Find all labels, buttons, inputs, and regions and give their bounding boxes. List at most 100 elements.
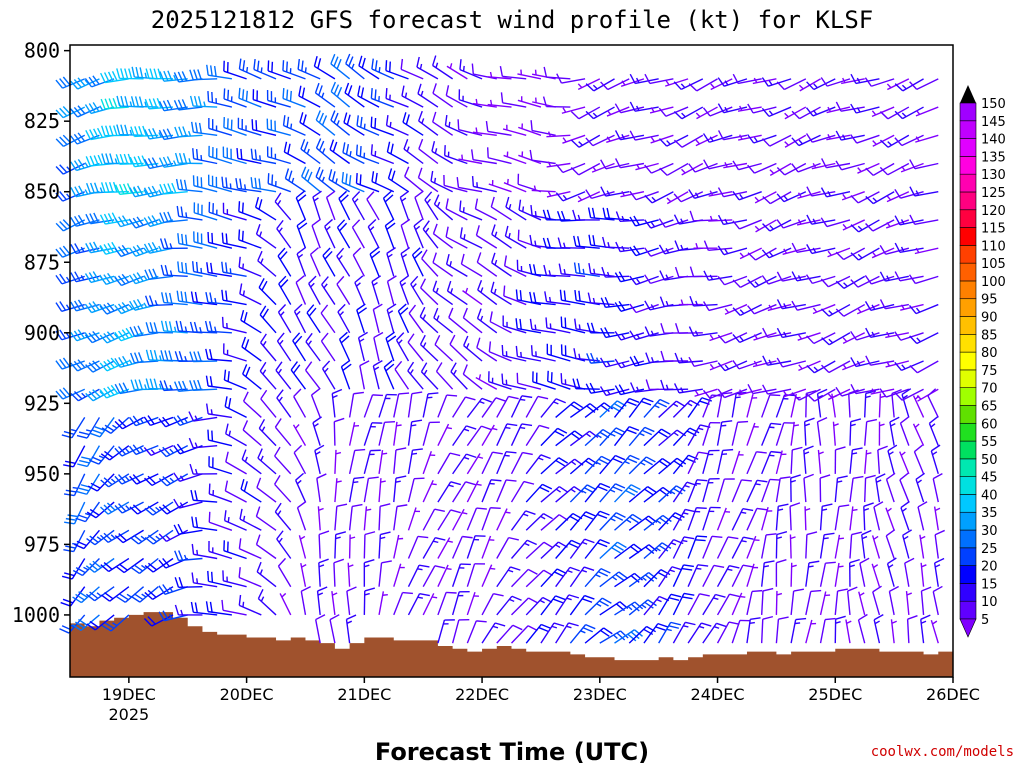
wind-barb <box>144 501 174 516</box>
wind-barb <box>437 481 461 503</box>
wind-barb <box>510 451 533 475</box>
wind-barb <box>889 416 900 446</box>
wind-barb <box>587 207 615 221</box>
wind-barb <box>885 529 896 559</box>
wind-barb <box>555 594 580 616</box>
legend-label: 145 <box>981 115 1006 130</box>
legend-label: 95 <box>981 293 998 308</box>
wind-barb <box>871 106 895 118</box>
wind-barb <box>393 563 405 587</box>
wind-barb <box>555 401 584 418</box>
wind-barb <box>510 568 538 588</box>
wind-barb <box>348 503 363 531</box>
wind-barb <box>790 446 803 474</box>
wind-barb <box>305 332 321 362</box>
wind-barb <box>842 360 865 371</box>
wind-barb <box>834 562 844 587</box>
wind-barb <box>834 504 850 531</box>
wind-barb <box>241 336 262 362</box>
wind-barb <box>433 307 454 334</box>
wind-barb <box>529 234 556 249</box>
wind-barb <box>841 77 865 85</box>
wind-barb <box>658 485 686 503</box>
wind-barb <box>644 191 674 204</box>
wind-barb <box>569 594 595 616</box>
wind-barb <box>746 563 759 587</box>
wind-barb <box>173 523 203 535</box>
legend-label: 5 <box>981 613 989 628</box>
wind-barb <box>613 454 640 475</box>
wind-barb <box>614 358 645 369</box>
wind-barb <box>432 223 454 249</box>
wind-barb <box>242 364 262 390</box>
wind-barb <box>716 593 740 616</box>
wind-barb <box>145 378 174 390</box>
wind-barb <box>628 456 656 475</box>
wind-barb <box>629 130 659 141</box>
wind-barb <box>266 146 291 165</box>
wind-barb <box>207 174 233 193</box>
wind-barb <box>826 133 851 141</box>
wind-barb <box>835 101 865 112</box>
wind-barb <box>407 477 425 503</box>
wind-barb <box>500 92 527 108</box>
wind-barb <box>255 506 277 531</box>
wind-barb <box>628 426 655 447</box>
wind-barb <box>703 270 733 281</box>
wind-barb <box>60 586 86 607</box>
wind-barb <box>159 182 188 195</box>
color-legend: 5 10 15 20 25 30 35 40 45 50 55 60 65 70 75 80 85 90 95 100… <box>959 85 1006 638</box>
wind-barb <box>191 543 218 560</box>
wind-barb <box>407 361 424 390</box>
wind-barb <box>561 106 586 114</box>
wind-barb <box>446 63 468 80</box>
wind-barb <box>688 189 718 199</box>
wind-barb <box>732 73 762 85</box>
wind-barb <box>865 327 895 338</box>
wind-barb <box>86 501 115 519</box>
wind-barb <box>207 570 233 588</box>
wind-barb <box>174 152 203 165</box>
wind-barb <box>445 253 468 277</box>
wind-barb <box>525 541 554 560</box>
wind-barb <box>274 502 292 531</box>
wind-barb <box>752 360 777 368</box>
wind-barb <box>55 387 86 400</box>
wind-barb <box>585 106 615 120</box>
wind-barb <box>378 393 397 418</box>
wind-barb <box>510 539 537 559</box>
wind-barb <box>363 449 381 475</box>
wind-barb <box>599 454 626 475</box>
wind-barb <box>505 196 527 221</box>
legend-swatch <box>959 102 977 122</box>
wind-barb <box>702 593 726 616</box>
wind-barb <box>835 247 866 261</box>
wind-barb <box>613 397 640 418</box>
wind-barb <box>703 159 733 170</box>
wind-barb <box>790 617 807 644</box>
wind-barb <box>920 586 932 615</box>
wind-barb <box>437 452 461 475</box>
wind-barb <box>555 622 579 644</box>
wind-barb <box>293 444 307 475</box>
wind-barb <box>357 85 380 108</box>
wind-barb <box>191 572 218 588</box>
legend-label: 45 <box>981 471 998 486</box>
wind-barb <box>674 266 703 278</box>
wind-barb <box>386 303 397 333</box>
wind-barb <box>407 391 423 418</box>
wind-barb <box>395 332 410 362</box>
wind-barb <box>311 218 321 249</box>
wind-barb <box>330 53 351 80</box>
wind-barb <box>251 119 277 136</box>
wind-barb <box>74 529 100 550</box>
wind-barb <box>629 355 659 367</box>
wind-barb <box>806 388 836 402</box>
wind-barb <box>760 615 774 644</box>
wind-barb <box>629 101 659 112</box>
wind-barb <box>207 91 233 108</box>
wind-barb <box>386 141 409 165</box>
wind-barb <box>193 231 218 249</box>
wind-barb <box>238 87 262 108</box>
wind-barb <box>393 392 410 418</box>
